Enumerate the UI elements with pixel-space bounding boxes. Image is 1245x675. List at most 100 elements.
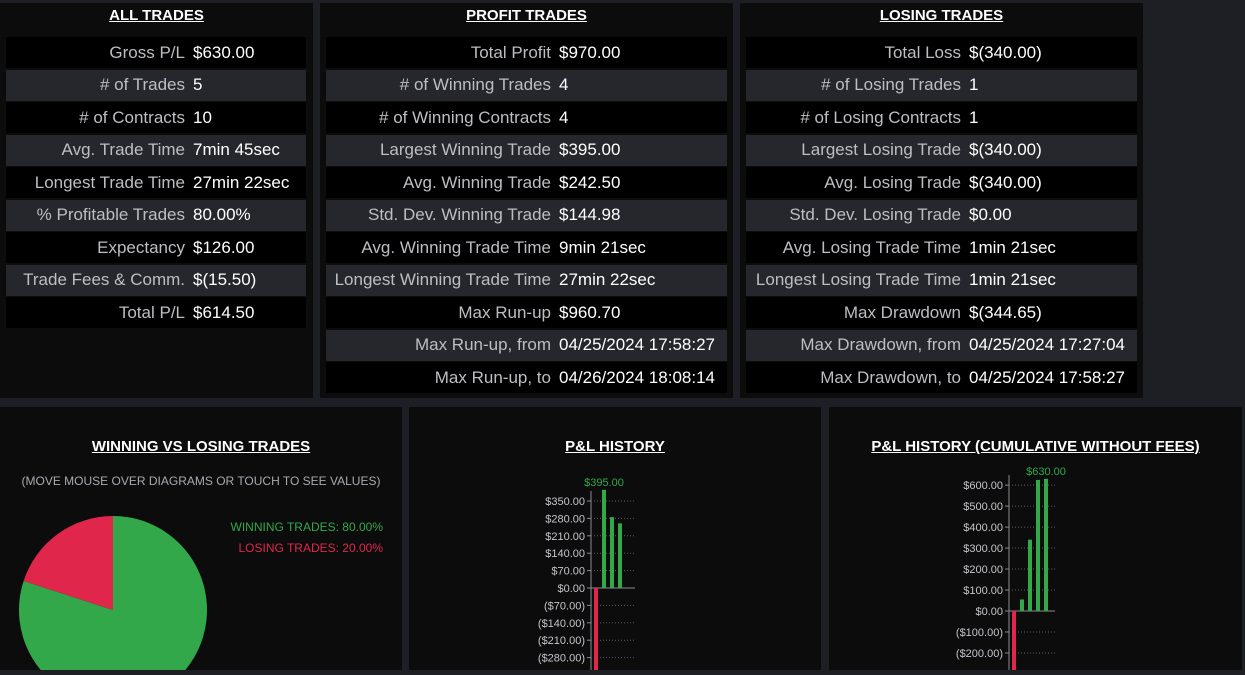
peak-value-label: $395.00 <box>584 477 624 489</box>
stat-label: Avg. Losing Trade Time <box>782 237 961 257</box>
stat-value: 1 <box>969 75 979 94</box>
stat-value: 4 <box>559 75 569 94</box>
all-trades-panel: ALL TRADES Gross P/L $630.00 # of Trades 5 #… <box>0 3 313 398</box>
bar[interactable] <box>1012 611 1016 670</box>
stat-value: 27min 22sec <box>559 270 656 289</box>
bar[interactable] <box>602 489 606 588</box>
y-tick-label: ($200.00) <box>956 648 1003 660</box>
stat-label: Longest Winning Trade Time <box>334 270 551 289</box>
y-tick-label: $200.00 <box>963 564 1003 576</box>
stat-row: Largest Winning Trade $395.00 <box>326 134 727 166</box>
stat-label: Expectancy <box>97 237 185 257</box>
win-loss-title: WINNING VS LOSING TRADES <box>91 438 311 455</box>
bar[interactable] <box>594 588 598 670</box>
bar[interactable] <box>1020 599 1024 611</box>
stat-value: 04/25/2024 17:27:04 <box>969 335 1125 354</box>
stat-label: Avg. Winning Trade Time <box>361 237 551 257</box>
stat-row: Max Drawdown, to 04/25/2024 17:58:27 <box>746 362 1137 393</box>
stat-label: Avg. Trade Time <box>61 140 185 159</box>
pie-slice-winning[interactable] <box>19 516 207 670</box>
bar[interactable] <box>618 523 622 588</box>
stat-label: # of Losing Trades <box>821 75 961 94</box>
pl-history-panel: P&L HISTORY $350.00 $280.00 $210.00 $140.00… <box>409 407 821 670</box>
stat-label: # of Winning Trades <box>399 75 551 94</box>
stat-row: Max Run-up $960.70 <box>326 297 727 328</box>
stat-row: Avg. Losing Trade $(340.00) <box>746 167 1137 198</box>
legend-losing: LOSING TRADES: 20.00% <box>238 541 383 555</box>
stat-value: $144.98 <box>559 205 621 224</box>
stat-row: # of Contracts 10 <box>6 102 306 133</box>
y-tick-label: $100.00 <box>963 585 1003 597</box>
y-tick-label: ($140.00) <box>538 618 585 630</box>
stat-label: Longest Losing Trade Time <box>755 270 961 289</box>
stat-row: % Profitable Trades 80.00% <box>6 199 306 231</box>
win-loss-pie-chart[interactable] <box>0 407 402 670</box>
y-tick-label: $400.00 <box>963 522 1003 534</box>
losing-trades-title: LOSING TRADES <box>879 7 1004 24</box>
y-tick-label: $300.00 <box>963 543 1003 555</box>
stat-value: $(340.00) <box>969 140 1042 159</box>
pl-history-title: P&L HISTORY <box>565 438 665 455</box>
all-trades-title: ALL TRADES <box>109 7 204 24</box>
hover-hint: (MOVE MOUSE OVER DIAGRAMS OR TOUCH TO SE… <box>21 474 381 488</box>
legend-winning: WINNING TRADES: 80.00% <box>230 520 383 534</box>
stat-value: 9min 21sec <box>559 237 646 257</box>
y-tick-label: ($100.00) <box>956 627 1003 639</box>
y-tick-label: ($280.00) <box>538 653 585 665</box>
stat-label: # of Contracts <box>79 107 185 127</box>
stat-label: Gross P/L <box>109 42 185 62</box>
stat-row: Avg. Trade Time 7min 45sec <box>6 134 306 166</box>
stat-row: Max Run-up, to 04/26/2024 18:08:14 <box>326 362 727 393</box>
stat-value: $395.00 <box>559 140 621 159</box>
stat-value: $(340.00) <box>969 42 1042 62</box>
y-tick-label: $350.00 <box>545 496 585 508</box>
stat-row: Max Drawdown $(344.65) <box>746 297 1137 328</box>
pl-cumulative-chart[interactable]: $600.00 $500.00 $400.00 $300.00 $200.00 $100.… <box>829 407 1242 670</box>
stat-value: $960.70 <box>559 302 621 322</box>
y-tick-label: $0.00 <box>557 583 585 595</box>
stat-row: Expectancy $126.00 <box>6 232 306 263</box>
bar[interactable] <box>1036 479 1040 611</box>
stat-label: Trade Fees & Comm. <box>23 270 185 289</box>
pl-cumulative-panel: P&L HISTORY (CUMULATIVE WITHOUT FEES) $6… <box>829 407 1242 670</box>
stat-row: Gross P/L $630.00 <box>6 37 306 68</box>
stat-label: Largest Winning Trade <box>379 140 551 159</box>
all-trades-rows: Gross P/L $630.00 # of Trades 5 # of Contrac… <box>6 37 306 330</box>
stat-row: # of Winning Contracts 4 <box>326 102 727 133</box>
stat-value: $126.00 <box>193 237 255 257</box>
stat-row: Max Run-up, from 04/25/2024 17:58:27 <box>326 329 727 361</box>
stat-row: Avg. Winning Trade Time 9min 21sec <box>326 232 727 263</box>
peak-value-label: $630.00 <box>1026 466 1066 478</box>
stat-label: Max Drawdown, to <box>820 367 961 387</box>
stat-value: 5 <box>193 75 203 94</box>
stat-value: 1 <box>969 107 979 127</box>
pie-slice-losing[interactable] <box>23 516 114 610</box>
stat-label: Avg. Losing Trade <box>824 172 961 192</box>
stat-value: $630.00 <box>193 42 255 62</box>
profit-trades-rows: Total Profit $970.00 # of Winning Trades 4 #… <box>326 37 727 395</box>
pl-history-chart[interactable]: $350.00 $280.00 $210.00 $140.00 $70.00 $0.00 (… <box>409 407 821 670</box>
stat-row: Avg. Winning Trade $242.50 <box>326 167 727 198</box>
stat-row: Std. Dev. Winning Trade $144.98 <box>326 199 727 231</box>
bar[interactable] <box>1044 478 1048 611</box>
y-tick-label: $600.00 <box>963 480 1003 492</box>
y-tick-label: $0.00 <box>975 606 1003 618</box>
win-loss-panel: WINNING VS LOSING TRADES (MOVE MOUSE OVE… <box>0 407 402 670</box>
stat-value: 80.00% <box>193 205 251 224</box>
bar[interactable] <box>1028 539 1032 611</box>
stat-value: $(15.50) <box>193 270 257 289</box>
stat-label: Total Profit <box>470 42 551 62</box>
y-tick-label: ($70.00) <box>544 600 585 612</box>
stat-value: $614.50 <box>193 302 255 322</box>
stat-label: % Profitable Trades <box>36 205 185 224</box>
stat-row: Total Loss $(340.00) <box>746 37 1137 68</box>
stat-value: $(340.00) <box>969 172 1042 192</box>
stat-value: $0.00 <box>969 205 1012 224</box>
stat-label: # of Trades <box>99 75 185 94</box>
stat-row: Total P/L $614.50 <box>6 297 306 328</box>
bar[interactable] <box>610 517 614 588</box>
pl-cumulative-title: P&L HISTORY (CUMULATIVE WITHOUT FEES) <box>871 438 1200 455</box>
stat-row: # of Winning Trades 4 <box>326 69 727 101</box>
stat-row: # of Losing Contracts 1 <box>746 102 1137 133</box>
stat-label: Total Loss <box>884 42 961 62</box>
